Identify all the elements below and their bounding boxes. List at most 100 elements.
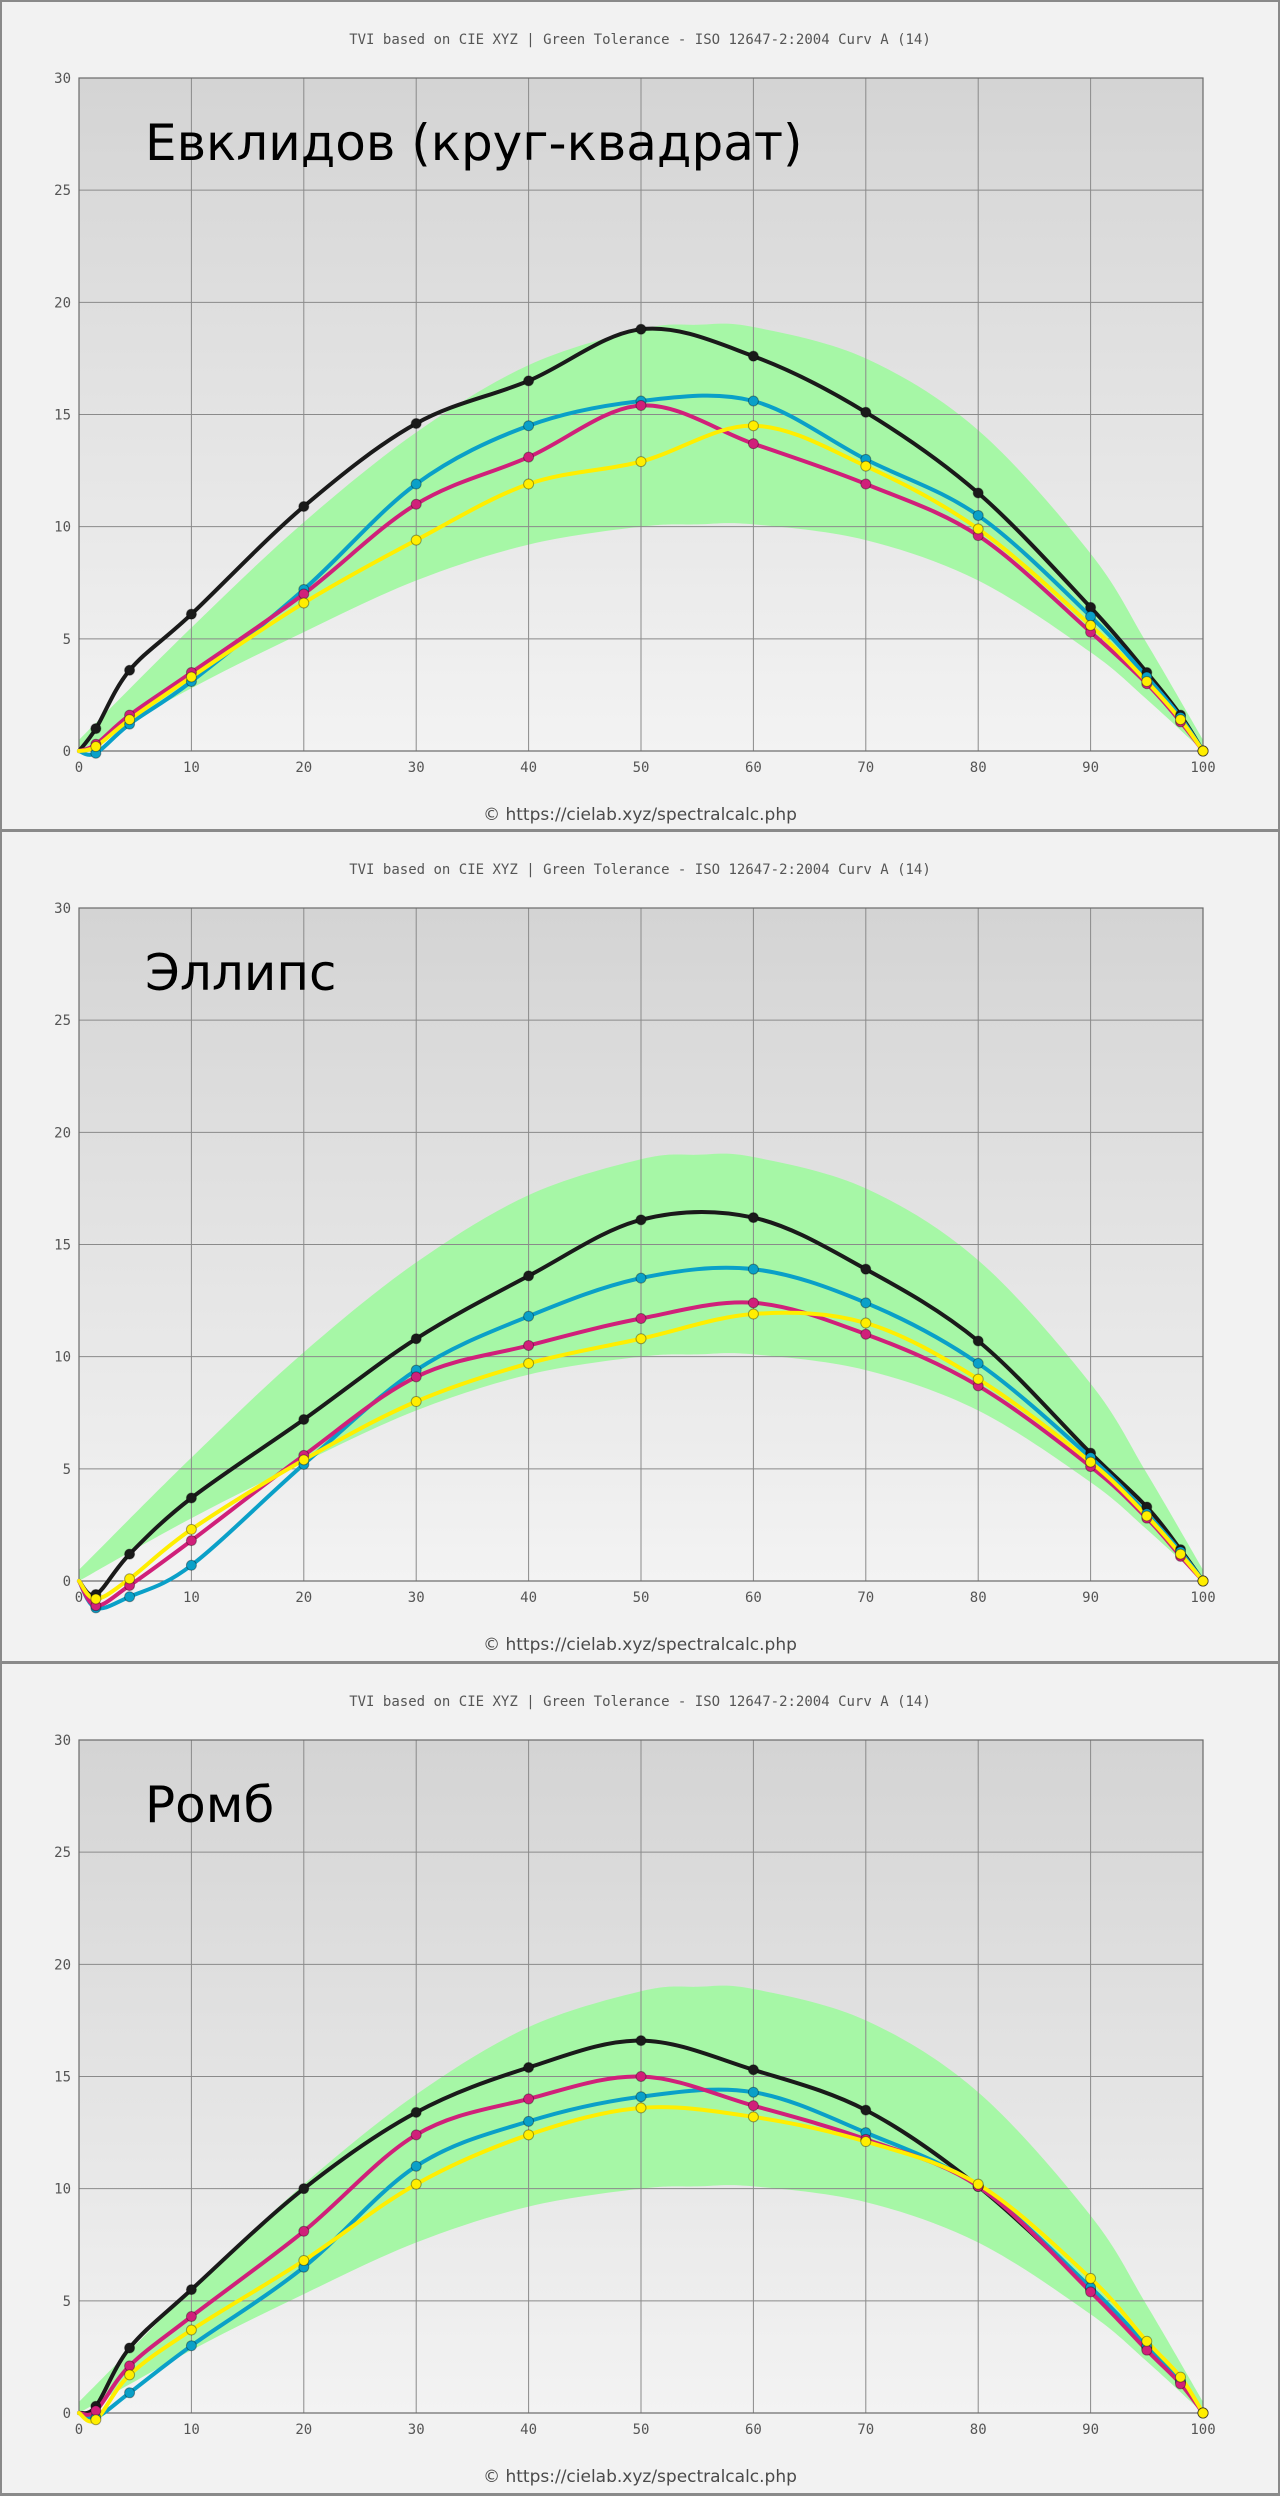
y-tick-label: 0 [63, 1574, 71, 1590]
x-tick-label: 0 [75, 760, 83, 776]
chart-title: TVI based on CIE XYZ | Green Tolerance -… [349, 862, 931, 878]
data-point-yellow [1197, 2407, 1209, 2419]
data-point-black [635, 1214, 647, 1226]
x-tick-label: 20 [295, 1590, 312, 1606]
data-point-yellow [523, 2129, 535, 2141]
data-point-yellow [1085, 619, 1097, 631]
data-point-black [972, 487, 984, 499]
tolerance-band [79, 1985, 1203, 2413]
data-point-black [635, 323, 647, 335]
data-point-magenta [635, 400, 647, 412]
data-point-yellow [1141, 1510, 1153, 1522]
data-point-magenta [523, 451, 535, 463]
tolerance-band [79, 1153, 1203, 1581]
x-tick-label: 30 [408, 2422, 425, 2438]
data-point-yellow [298, 1454, 310, 1466]
data-point-yellow [90, 2414, 102, 2426]
x-tick-label: 100 [1190, 760, 1215, 776]
data-point-black [747, 1212, 759, 1224]
data-point-yellow [124, 714, 136, 726]
y-tick-label: 25 [54, 1845, 71, 1861]
data-point-black [185, 608, 197, 620]
data-point-yellow [860, 2136, 872, 2148]
data-point-black [410, 1333, 422, 1345]
x-tick-label: 100 [1190, 1590, 1215, 1606]
y-tick-label: 0 [63, 744, 71, 760]
x-tick-label: 30 [408, 1590, 425, 1606]
data-point-cyan [410, 2160, 422, 2172]
data-point-yellow [635, 1333, 647, 1345]
x-tick-label: 20 [295, 2422, 312, 2438]
data-point-yellow [185, 671, 197, 683]
data-point-magenta [747, 2100, 759, 2112]
y-tick-label: 5 [63, 632, 71, 648]
data-point-magenta [635, 2071, 647, 2082]
data-point-yellow [523, 1357, 535, 1369]
y-tick-label: 20 [54, 1957, 71, 1973]
data-point-cyan [747, 395, 759, 407]
data-point-yellow [1197, 1575, 1209, 1587]
data-point-black [747, 350, 759, 362]
y-tick-label: 10 [54, 2182, 71, 2198]
data-point-black [523, 2062, 535, 2074]
x-tick-label: 40 [520, 2422, 537, 2438]
y-tick-label: 30 [54, 71, 71, 87]
data-point-yellow [124, 1573, 136, 1585]
y-tick-label: 10 [54, 520, 71, 536]
data-point-black [124, 2342, 136, 2354]
data-point-yellow [1085, 1456, 1097, 1468]
data-point-black [90, 723, 102, 735]
x-tick-label: 0 [75, 2422, 83, 2438]
chart-title: TVI based on CIE XYZ | Green Tolerance -… [349, 1694, 931, 1710]
x-tick-label: 0 [75, 1590, 83, 1606]
data-point-black [124, 664, 136, 676]
data-point-magenta [410, 498, 422, 510]
data-point-black [124, 1548, 136, 1560]
data-point-black [523, 1270, 535, 1282]
data-point-black [860, 1263, 872, 1275]
data-point-black [860, 406, 872, 418]
x-tick-label: 20 [295, 760, 312, 776]
y-tick-label: 5 [63, 2294, 71, 2310]
x-tick-label: 10 [183, 1590, 200, 1606]
data-point-cyan [635, 1272, 647, 1284]
data-point-black [185, 2284, 197, 2296]
data-point-black [298, 1413, 310, 1425]
y-tick-label: 20 [54, 295, 71, 311]
data-point-yellow [1141, 2335, 1153, 2347]
data-point-magenta [1085, 2286, 1097, 2298]
y-tick-label: 0 [63, 2406, 71, 2422]
chart-annotation: Ромб [145, 1776, 274, 1834]
x-tick-label: 30 [408, 760, 425, 776]
data-point-yellow [90, 741, 102, 753]
data-point-yellow [1175, 1548, 1187, 1560]
data-point-magenta [860, 1328, 872, 1340]
data-point-yellow [185, 1523, 197, 1535]
x-tick-label: 90 [1082, 760, 1099, 776]
data-point-black [747, 2064, 759, 2076]
tolerance-band [79, 323, 1203, 751]
y-tick-label: 30 [54, 901, 71, 917]
plot-border [78, 1739, 1204, 2414]
data-point-cyan [523, 420, 535, 432]
x-tick-label: 60 [745, 2422, 762, 2438]
data-point-yellow [860, 1317, 872, 1329]
data-point-black [185, 1492, 197, 1504]
data-point-cyan [523, 2115, 535, 2127]
data-point-cyan [410, 478, 422, 490]
data-point-black [523, 375, 535, 387]
data-point-yellow [747, 420, 759, 432]
data-point-yellow [860, 460, 872, 472]
x-tick-label: 40 [520, 1590, 537, 1606]
data-point-yellow [747, 1308, 759, 1320]
x-tick-label: 60 [745, 760, 762, 776]
x-tick-label: 50 [633, 760, 650, 776]
x-tick-label: 90 [1082, 1590, 1099, 1606]
data-point-black [298, 2183, 310, 2195]
data-point-cyan [972, 509, 984, 521]
data-point-magenta [747, 438, 759, 450]
data-point-magenta [410, 1371, 422, 1383]
x-tick-label: 60 [745, 1590, 762, 1606]
data-point-yellow [972, 523, 984, 535]
source-watermark: © https://cielab.xyz/spectralcalc.php [483, 1635, 797, 1655]
